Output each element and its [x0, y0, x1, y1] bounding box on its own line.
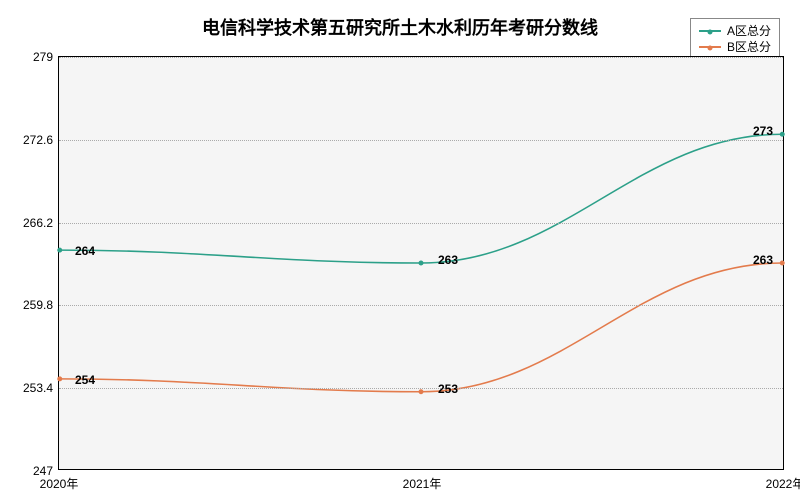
legend-swatch-a-icon	[699, 30, 721, 32]
data-label: 273	[751, 124, 775, 138]
data-label: 264	[73, 244, 97, 258]
gridline	[59, 388, 783, 389]
gridline	[59, 57, 783, 58]
data-label: 263	[436, 253, 460, 267]
legend-item-a: A区总分	[699, 23, 771, 39]
y-tick-label: 279	[33, 50, 59, 64]
x-tick-label: 2021年	[403, 469, 442, 492]
y-tick-label: 272.6	[23, 133, 59, 147]
series-marker	[780, 261, 785, 266]
series-marker	[780, 132, 785, 137]
chart-container: 电信科学技术第五研究所土木水利历年考研分数线 A区总分 B区总分 247253.…	[0, 0, 800, 500]
y-tick-label: 253.4	[23, 381, 59, 395]
gridline	[59, 140, 783, 141]
legend-item-b: B区总分	[699, 39, 771, 55]
y-tick-label: 259.8	[23, 298, 59, 312]
gridline	[59, 305, 783, 306]
series-line	[60, 134, 782, 263]
legend-label-b: B区总分	[727, 39, 771, 55]
series-line	[60, 263, 782, 392]
series-marker	[57, 248, 62, 253]
series-marker	[419, 389, 424, 394]
data-label: 263	[751, 253, 775, 267]
chart-lines	[59, 57, 783, 469]
legend-swatch-b-icon	[699, 46, 721, 48]
gridline	[59, 223, 783, 224]
plot-area: 247253.4259.8266.2272.62792020年2021年2022…	[58, 56, 784, 470]
chart-title: 电信科学技术第五研究所土木水利历年考研分数线	[0, 14, 800, 40]
series-marker	[419, 261, 424, 266]
x-tick-label: 2022年	[766, 469, 800, 492]
legend: A区总分 B区总分	[690, 18, 780, 60]
x-tick-label: 2020年	[40, 469, 79, 492]
data-label: 253	[436, 382, 460, 396]
data-label: 254	[73, 373, 97, 387]
legend-label-a: A区总分	[727, 23, 771, 39]
y-tick-label: 266.2	[23, 216, 59, 230]
